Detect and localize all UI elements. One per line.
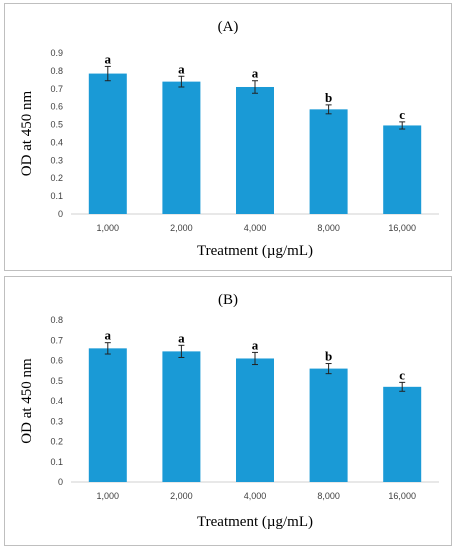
chart-b-ylabel: OD at 450 nm <box>19 358 35 444</box>
chart-b-significance-label: a <box>178 330 185 345</box>
chart-b-bar <box>162 351 201 482</box>
chart-a-xtick-label: 16,000 <box>388 223 416 233</box>
chart-a-xtick-label: 8,000 <box>317 223 340 233</box>
chart-b-bar <box>309 368 348 482</box>
chart-a-error-bar <box>104 65 111 82</box>
chart-a-significance-label: b <box>325 90 332 105</box>
chart-b-xtick-label: 1,000 <box>97 491 120 501</box>
chart-b-significance-label: a <box>252 337 259 352</box>
chart-b-title: (B) <box>218 292 238 308</box>
chart-b-ytick-label: 0.3 <box>50 416 63 426</box>
chart-b-ytick-label: 0.8 <box>50 315 63 325</box>
chart-panel-b: (B) OD at 450 nm Treatment (µg/mL) 0 0.1 0.2 0… <box>4 276 452 546</box>
chart-b-ytick-label: 0.5 <box>50 376 63 386</box>
chart-b-xtick-label: 8,000 <box>317 491 340 501</box>
chart-a-xtick-label: 4,000 <box>244 223 267 233</box>
chart-a-bar <box>383 125 422 214</box>
chart-b-xtick-label: 4,000 <box>244 491 267 501</box>
chart-panel-a: (A) OD at 450 nm Treatment (µg/mL) 0 0.1 0.2 0… <box>4 3 452 271</box>
chart-b-ytick-label: 0.6 <box>50 356 63 366</box>
chart-b-ytick-label: 0.7 <box>50 335 63 345</box>
chart-b-ytick-label: 0.2 <box>50 437 63 447</box>
chart-a-ytick-label: 0.2 <box>50 173 63 183</box>
chart-b-bar <box>236 358 274 482</box>
chart-b-ytick-label: 0.1 <box>50 457 63 467</box>
chart-b-xtick-label: 16,000 <box>388 491 416 501</box>
chart-a-title: (A) <box>218 19 239 35</box>
chart-a-xtick-label: 2,000 <box>170 223 193 233</box>
chart-a-ytick-label: 0.3 <box>50 155 63 165</box>
chart-b-significance-label: a <box>105 328 112 343</box>
chart-a-xtick-label: 1,000 <box>97 223 120 233</box>
chart-b-significance-label: b <box>325 349 332 364</box>
chart-b-xtick-label: 2,000 <box>170 491 193 501</box>
chart-a-ytick-label: 0 <box>58 209 63 219</box>
chart-b-bar <box>88 348 127 482</box>
chart-b-ytick-label: 0 <box>58 477 63 487</box>
chart-a-bar <box>236 86 274 214</box>
chart-a-ytick-label: 0.8 <box>50 66 63 76</box>
chart-a-error-bar <box>178 75 185 88</box>
chart-b-error-bar <box>325 363 332 375</box>
chart-a-bar <box>309 109 348 214</box>
chart-a-ytick-label: 0.4 <box>50 137 63 147</box>
chart-b-bar <box>383 386 422 482</box>
chart-a-ylabel: OD at 450 nm <box>19 90 35 176</box>
chart-a-ytick-label: 0.5 <box>50 120 63 130</box>
chart-b-error-bar <box>399 381 406 392</box>
chart-a-ytick-label: 0.7 <box>50 84 63 94</box>
chart-a-significance-label: a <box>178 61 185 76</box>
chart-a-significance-label: a <box>105 51 112 66</box>
chart-a-significance-label: a <box>252 66 259 81</box>
chart-a-error-bar <box>252 80 258 94</box>
chart-a-ytick-label: 0.6 <box>50 102 63 112</box>
chart-b-error-bar <box>104 342 111 355</box>
chart-a-bar <box>88 73 127 214</box>
chart-b-error-bar <box>178 344 185 358</box>
chart-a-significance-label: c <box>399 107 405 122</box>
chart-b-significance-label: c <box>399 367 405 382</box>
chart-a-ytick-label: 0.9 <box>50 48 63 58</box>
chart-b-svg: (B) OD at 450 nm Treatment (µg/mL) 0 0.1 0.2 0… <box>19 292 439 530</box>
chart-a-error-bar <box>399 121 406 130</box>
chart-a-bar <box>162 81 201 214</box>
chart-b-error-bar <box>252 351 258 366</box>
chart-b-ytick-label: 0.4 <box>50 396 63 406</box>
chart-a-ytick-label: 0.1 <box>50 191 63 201</box>
chart-a-xlabel: Treatment (µg/mL) <box>197 243 313 259</box>
chart-a-error-bar <box>325 104 332 115</box>
chart-a-svg: (A) OD at 450 nm Treatment (µg/mL) 0 0.1 0.2 0… <box>19 19 439 259</box>
chart-b-xlabel: Treatment (µg/mL) <box>197 514 313 530</box>
